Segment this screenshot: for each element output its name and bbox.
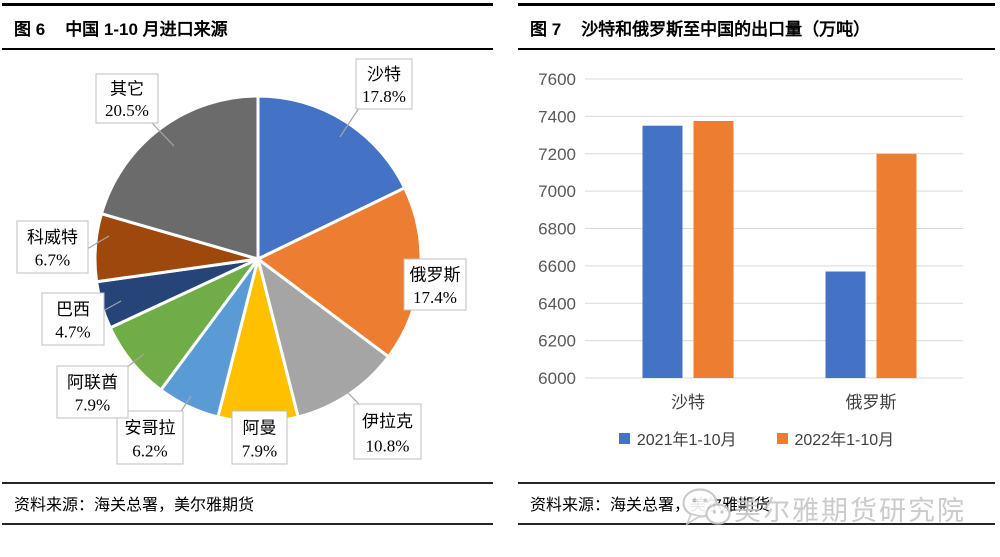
figure-7-panel: 图 7 沙特和俄罗斯至中国的出口量（万吨） 6000 6200 6400 6600 680…	[518, 3, 995, 525]
pie-callout-box-科威特	[16, 220, 89, 274]
y-axis-label-6400: 6400	[538, 294, 576, 313]
pie-chart-area: 沙特 17.8% 俄罗斯 17.4% 伊拉克 10.8% 阿曼 7.9% 安哥拉 6.2% 阿联酋 7…	[2, 50, 493, 482]
bar-chart-area: 6000 6200 6400 6600 6800 7000 7200 7400 7600 沙特 俄罗…	[518, 50, 995, 482]
watermark-text: 美尔雅期货研究院	[734, 495, 966, 526]
pie-callout-label-科威特: 科威特	[27, 228, 78, 247]
y-axis-label-6800: 6800	[538, 220, 576, 239]
pie-callout-leader-阿联酋	[125, 353, 145, 369]
legend-label: 2021年1-10月	[636, 432, 737, 449]
y-axis-label-7400: 7400	[538, 107, 576, 126]
pie-callout-box-阿联酋	[56, 365, 129, 419]
pie-slice-沙特	[256, 94, 407, 261]
pie-callout-value-伊拉克: 10.8%	[366, 436, 410, 455]
pie-callout-value-阿曼: 7.9%	[242, 442, 277, 461]
bar-chart-legend: 2021年1-10月 2022年1-10月	[518, 426, 995, 450]
pie-callout-label-其它: 其它	[110, 80, 144, 99]
figure-6-panel: 图 6 中国 1-10 月进口来源 沙特 17.8% 俄罗斯 17.4% 伊拉克 10.8%…	[2, 3, 493, 525]
pie-callout-label-阿联酋: 阿联酋	[67, 373, 118, 392]
pie-callout-value-其它: 20.5%	[105, 101, 149, 120]
pie-callout-box-伊拉克	[353, 403, 422, 460]
bar-俄罗斯-2021年1-10月	[825, 271, 866, 378]
pie-callout-box-其它	[95, 73, 159, 124]
figure-6-source: 资料来源：海关总署，美尔雅期货	[2, 482, 493, 525]
legend-swatch	[618, 432, 630, 444]
pie-callout-leader-伊拉克	[338, 383, 361, 406]
pie-callout-label-阿曼: 阿曼	[243, 418, 277, 437]
figure-7-title: 图 7 沙特和俄罗斯至中国的出口量（万吨）	[518, 3, 995, 50]
wechat-icon	[682, 488, 731, 526]
pie-callout-leader-沙特	[339, 107, 360, 138]
pie-callout-label-巴西: 巴西	[56, 300, 90, 319]
figure-6-title: 图 6 中国 1-10 月进口来源	[2, 3, 493, 50]
legend-item-2022年1-10月: 2022年1-10月	[776, 426, 895, 450]
legend-label: 2022年1-10月	[794, 432, 895, 449]
pie-callout-label-伊拉克: 伊拉克	[362, 412, 413, 431]
pie-callout-box-俄罗斯	[403, 258, 467, 311]
watermark: 美尔雅期货研究院	[680, 486, 966, 530]
y-axis-label-7000: 7000	[538, 182, 576, 201]
pie-callout-box-阿曼	[231, 410, 288, 465]
pie-callout-value-俄罗斯: 17.4%	[413, 288, 457, 307]
category-label-沙特: 沙特	[671, 393, 705, 412]
pie-slice-伊拉克	[256, 257, 390, 419]
category-label-俄罗斯: 俄罗斯	[846, 393, 897, 412]
pie-callout-label-安哥拉: 安哥拉	[125, 418, 176, 437]
pie-callout-leader-其它	[150, 121, 175, 147]
pie-callout-box-巴西	[41, 292, 105, 346]
y-axis-label-7600: 7600	[538, 70, 576, 89]
pie-callout-value-阿联酋: 7.9%	[75, 396, 110, 415]
pie-callout-leader-科威特	[86, 235, 110, 250]
bar-俄罗斯-2022年1-10月	[876, 153, 917, 379]
pie-callout-value-科威特: 6.7%	[35, 251, 70, 270]
pie-callout-leader-安哥拉	[179, 395, 192, 414]
pie-callout-box-安哥拉	[116, 410, 184, 465]
pie-callout-label-俄罗斯: 俄罗斯	[410, 265, 461, 284]
pie-slice-其它	[99, 94, 260, 261]
pie-chart: 沙特 17.8% 俄罗斯 17.4% 伊拉克 10.8% 阿曼 7.9% 安哥拉 6.2% 阿联酋 7…	[16, 58, 467, 465]
pie-callout-leader-巴西	[102, 300, 122, 312]
pie-callout-value-沙特: 17.8%	[362, 87, 406, 106]
bar-沙特-2022年1-10月	[693, 121, 734, 378]
bar-chart: 6000 6200 6400 6600 6800 7000 7200 7400 7600 沙特 俄罗…	[538, 70, 963, 412]
legend-item-2021年1-10月: 2021年1-10月	[618, 426, 737, 450]
y-axis-label-6200: 6200	[538, 332, 576, 351]
figure-6-number: 图 6	[14, 20, 46, 39]
pie-callout-box-沙特	[355, 58, 413, 110]
figure-7-title-text: 沙特和俄罗斯至中国的出口量（万吨）	[581, 20, 871, 39]
pie-callout-value-安哥拉: 6.2%	[132, 442, 167, 461]
bar-沙特-2021年1-10月	[642, 125, 683, 378]
pie-callout-label-沙特: 沙特	[367, 65, 401, 84]
figure-6-title-text: 中国 1-10 月进口来源	[65, 20, 228, 39]
pie-callout-value-巴西: 4.7%	[55, 323, 90, 342]
y-axis-label-6600: 6600	[538, 257, 576, 276]
legend-swatch	[776, 432, 788, 444]
y-axis-label-7200: 7200	[538, 145, 576, 164]
figure-7-number: 图 7	[530, 20, 562, 39]
y-axis-label-6000: 6000	[538, 369, 576, 388]
